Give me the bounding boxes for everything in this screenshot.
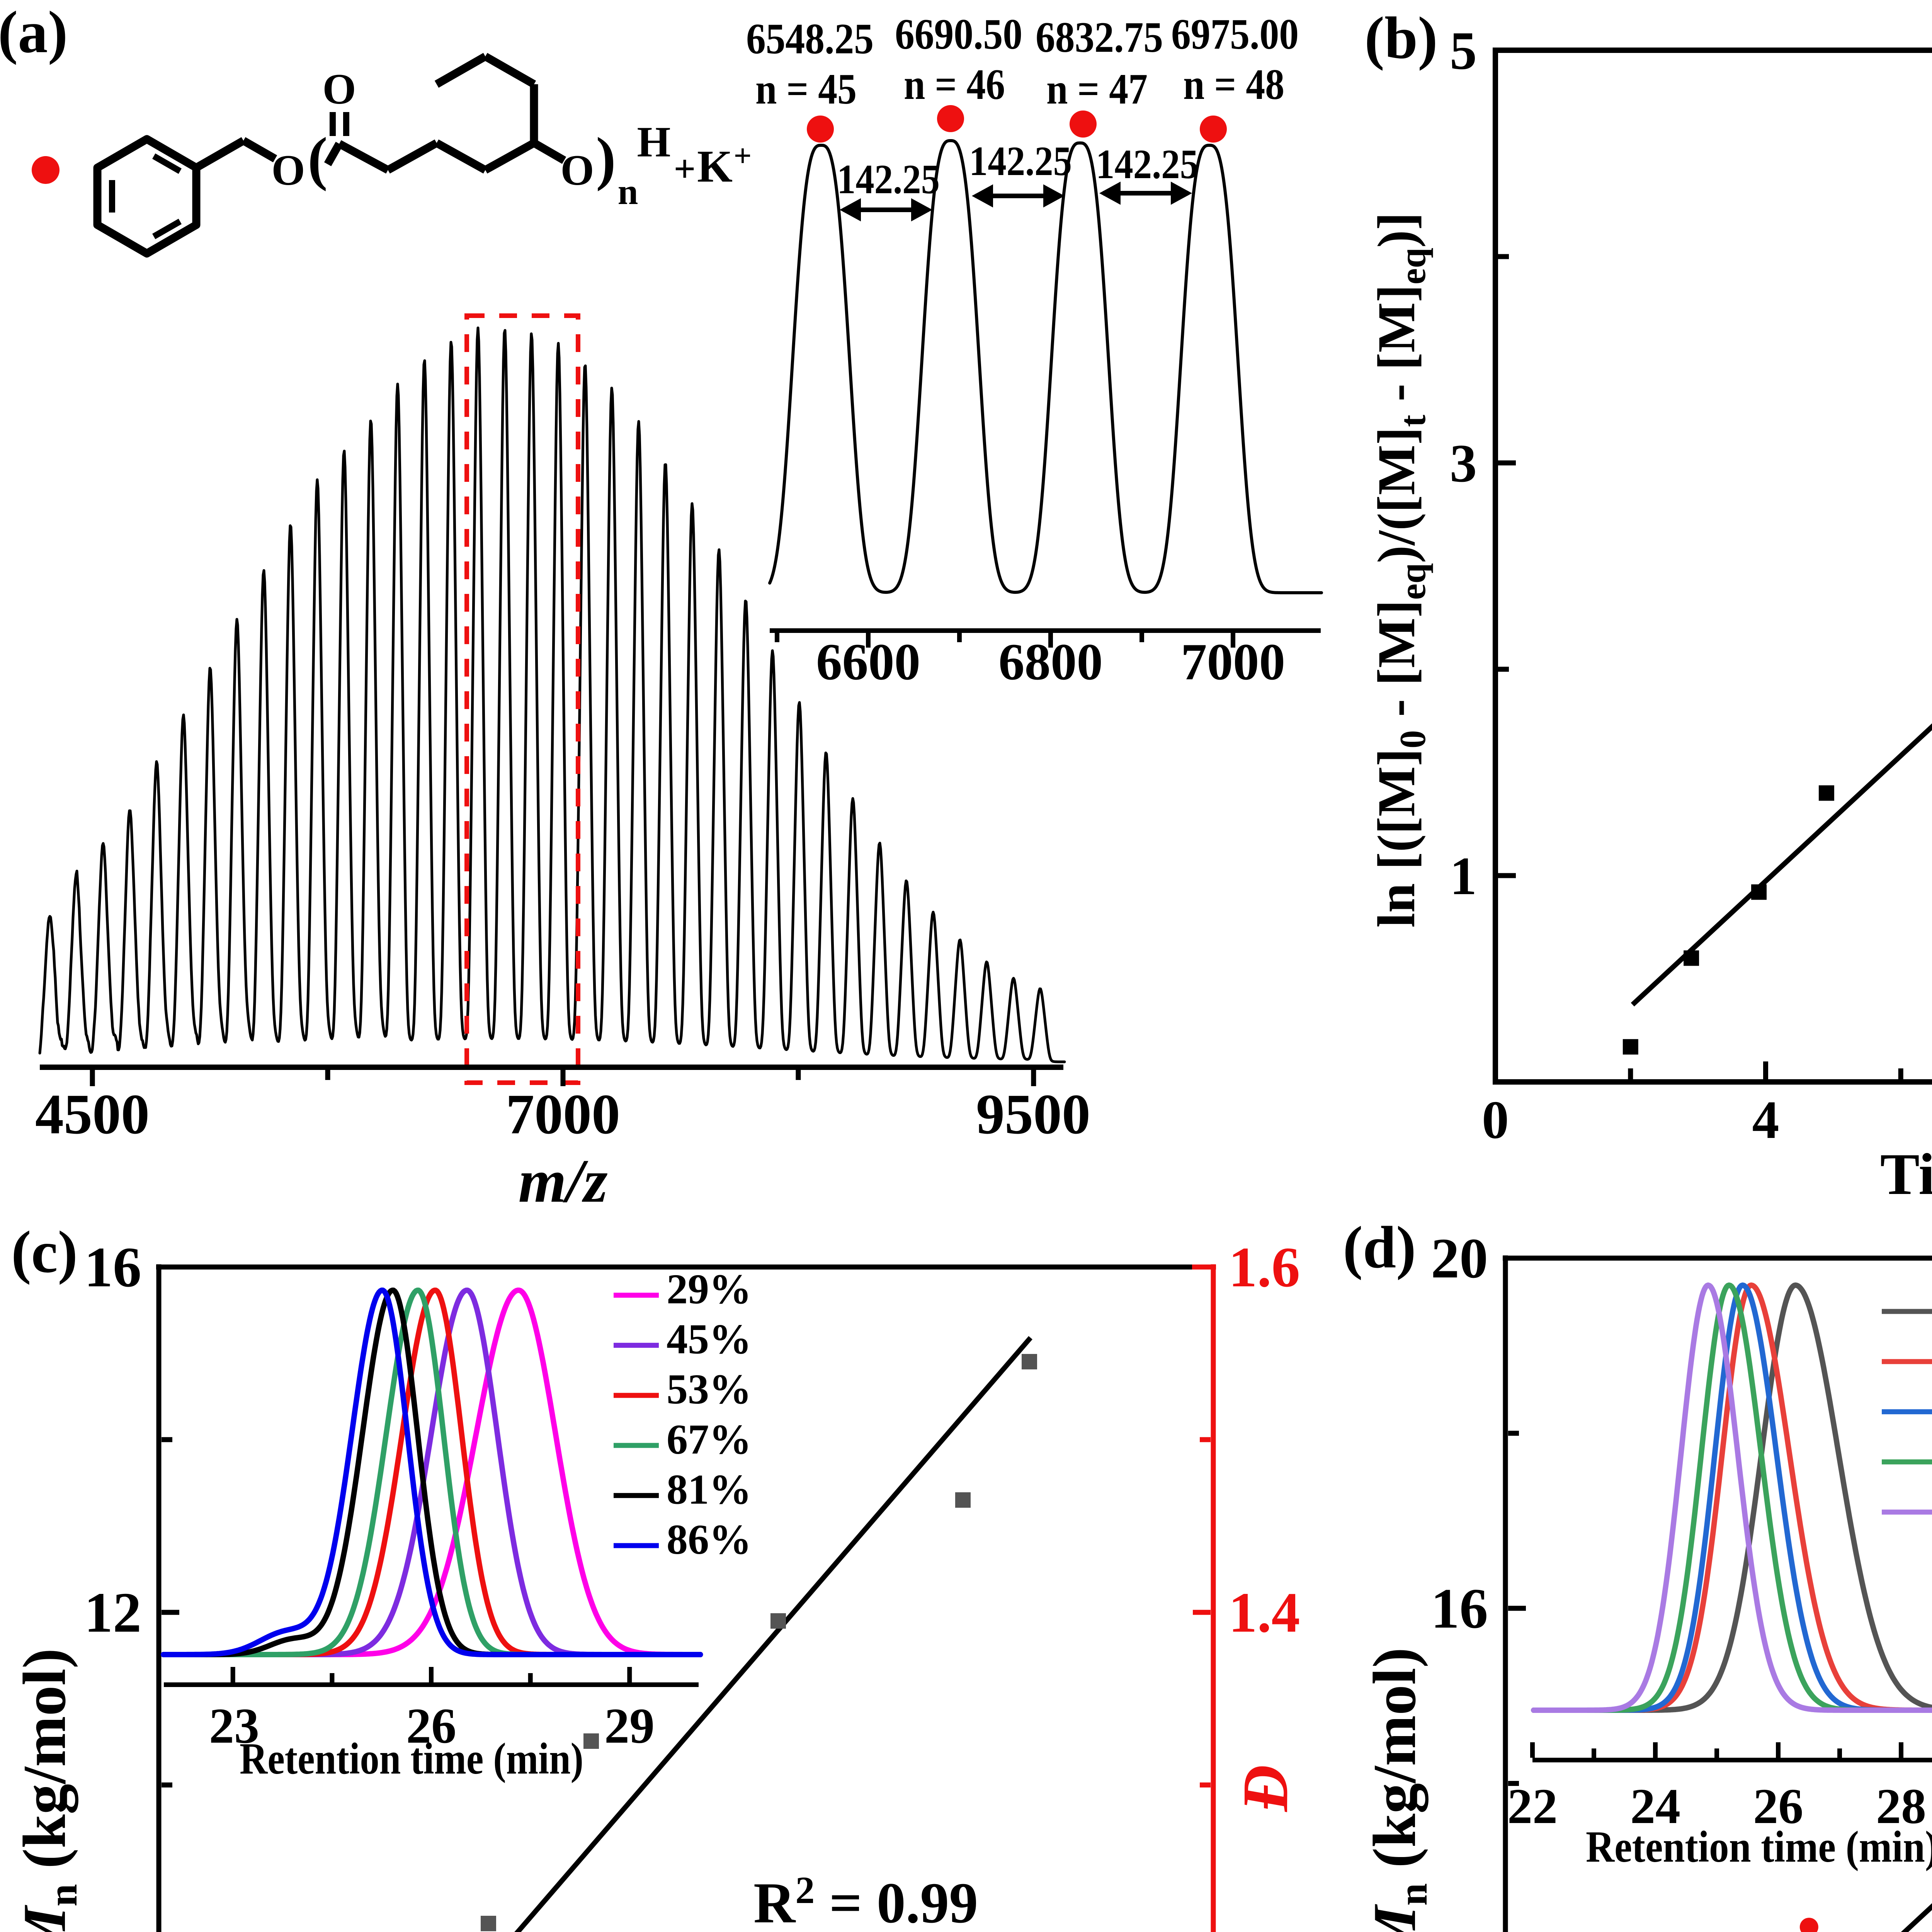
- svg-text:(d): (d): [1343, 1214, 1416, 1281]
- svg-text:28: 28: [1876, 1779, 1926, 1834]
- svg-text:+: +: [734, 138, 752, 173]
- svg-text:29: 29: [604, 1698, 655, 1754]
- svg-text:): ): [596, 125, 616, 192]
- svg-text:6800: 6800: [998, 633, 1103, 691]
- svg-text:53%: 53%: [667, 1366, 752, 1413]
- svg-text:9500: 9500: [976, 1083, 1090, 1146]
- svg-text:0: 0: [1482, 1090, 1509, 1150]
- svg-text:67%: 67%: [667, 1416, 752, 1463]
- svg-text:6600: 6600: [816, 633, 920, 691]
- svg-text:Mn (kg/mol): Mn (kg/mol): [11, 1648, 85, 1932]
- svg-text:R2 = 0.99: R2 = 0.99: [753, 1869, 978, 1932]
- svg-text:O: O: [322, 65, 356, 113]
- svg-text:3: 3: [1450, 434, 1477, 493]
- svg-text:45%: 45%: [667, 1316, 752, 1363]
- svg-text:1.2: 1.2: [1229, 1926, 1300, 1932]
- svg-text:4500: 4500: [35, 1083, 150, 1146]
- svg-text:81%: 81%: [667, 1466, 752, 1513]
- svg-text:4: 4: [1752, 1090, 1779, 1150]
- svg-text:26: 26: [406, 1698, 456, 1754]
- svg-text:n: n: [618, 171, 638, 212]
- svg-text:7000: 7000: [1181, 633, 1285, 691]
- svg-text:m/z: m/z: [518, 1146, 607, 1215]
- svg-text:K: K: [697, 141, 733, 192]
- svg-text:Đ: Đ: [1230, 1765, 1301, 1812]
- svg-text:142.25: 142.25: [837, 156, 940, 202]
- svg-text:n = 46: n = 46: [904, 61, 1005, 109]
- svg-text:24: 24: [1630, 1779, 1680, 1834]
- svg-text:6548.25: 6548.25: [746, 15, 874, 63]
- svg-text:(: (: [308, 125, 328, 192]
- svg-text:H: H: [637, 118, 670, 166]
- svg-text:12: 12: [84, 1581, 141, 1645]
- svg-text:(c): (c): [11, 1219, 78, 1285]
- svg-text:6975.00: 6975.00: [1171, 10, 1299, 58]
- svg-text:20: 20: [1431, 1227, 1488, 1290]
- svg-text:142.25: 142.25: [969, 138, 1072, 184]
- svg-text:86%: 86%: [667, 1516, 752, 1563]
- svg-text:O: O: [271, 146, 305, 194]
- svg-text:8: 8: [113, 1926, 141, 1932]
- svg-text:5: 5: [1450, 21, 1477, 81]
- svg-text:22: 22: [1507, 1779, 1558, 1834]
- svg-text:n = 47: n = 47: [1046, 65, 1148, 113]
- svg-text:26: 26: [1753, 1779, 1803, 1834]
- svg-text:Time (min): Time (min): [1880, 1142, 1932, 1207]
- svg-text:(b): (b): [1364, 5, 1437, 71]
- svg-text:n = 45: n = 45: [755, 65, 857, 113]
- svg-text:1: 1: [1450, 846, 1477, 906]
- svg-text:Retention time (min): Retention time (min): [240, 1734, 583, 1783]
- svg-text:ln [([M]0 - [M]eq)/([M]t - [M]: ln [([M]0 - [M]eq)/([M]t - [M]eq)]: [1367, 212, 1433, 927]
- svg-text:12: 12: [1431, 1927, 1488, 1932]
- svg-text:O: O: [560, 146, 594, 194]
- svg-text:Retention time (min): Retention time (min): [1586, 1822, 1932, 1871]
- svg-text:n = 48: n = 48: [1183, 61, 1284, 109]
- svg-text:23: 23: [209, 1698, 259, 1754]
- svg-text:29%: 29%: [667, 1265, 752, 1313]
- svg-text:142.25: 142.25: [1096, 141, 1199, 187]
- svg-text:(a): (a): [0, 0, 68, 65]
- svg-text:16: 16: [84, 1236, 141, 1299]
- svg-text:+: +: [674, 147, 696, 190]
- svg-text:6832.75: 6832.75: [1036, 14, 1163, 61]
- svg-text:1.4: 1.4: [1229, 1581, 1300, 1645]
- svg-text:Mn (kg/mol): Mn (kg/mol): [1361, 1648, 1435, 1932]
- svg-text:16: 16: [1431, 1577, 1488, 1640]
- svg-text:7000: 7000: [506, 1083, 620, 1146]
- svg-text:6690.50: 6690.50: [895, 10, 1022, 58]
- svg-text:1.6: 1.6: [1229, 1236, 1300, 1299]
